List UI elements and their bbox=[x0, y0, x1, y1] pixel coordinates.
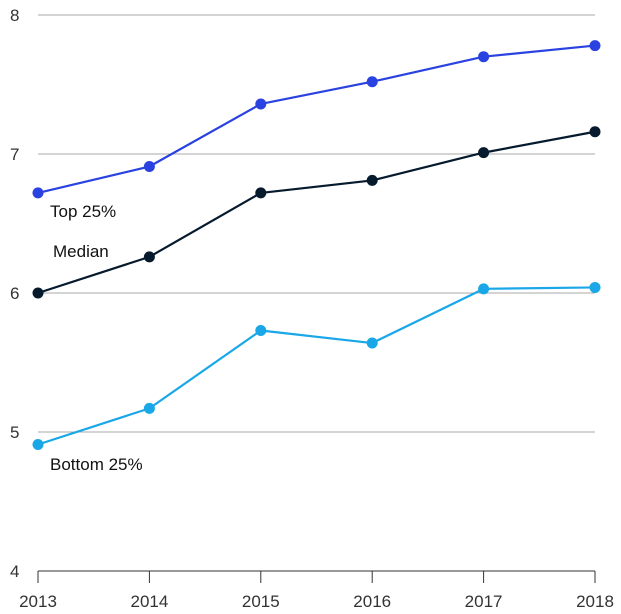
x-tick-label-2014: 2014 bbox=[130, 592, 168, 611]
data-point-median-2016 bbox=[366, 174, 378, 186]
y-axis-tick-labels: 4 5 6 7 8 bbox=[10, 6, 19, 581]
series-label-bottom-25: Bottom 25% bbox=[50, 455, 143, 474]
y-tick-label-5: 5 bbox=[10, 423, 19, 442]
data-point-bottom-25-2018 bbox=[589, 281, 601, 293]
y-tick-label-4: 4 bbox=[10, 562, 19, 581]
data-point-median-2017 bbox=[478, 147, 490, 159]
series-label-top-25: Top 25% bbox=[50, 202, 116, 221]
data-point-bottom-25-2015 bbox=[255, 325, 267, 337]
series-label-median: Median bbox=[53, 242, 109, 261]
data-point-median-2013 bbox=[32, 287, 44, 299]
data-point-bottom-25-2013 bbox=[32, 439, 44, 451]
data-point-top-25-2014 bbox=[143, 161, 155, 173]
y-tick-label-7: 7 bbox=[10, 145, 19, 164]
x-axis: 2013 2014 2015 2016 2017 2018 bbox=[19, 570, 614, 611]
series-group bbox=[32, 40, 601, 451]
data-point-top-25-2016 bbox=[366, 76, 378, 88]
data-point-top-25-2018 bbox=[589, 40, 601, 52]
data-point-median-2014 bbox=[143, 251, 155, 263]
y-tick-label-6: 6 bbox=[10, 284, 19, 303]
data-point-top-25-2015 bbox=[255, 98, 267, 110]
x-tick-label-2013: 2013 bbox=[19, 592, 57, 611]
data-point-bottom-25-2014 bbox=[143, 402, 155, 414]
x-tick-label-2017: 2017 bbox=[465, 592, 503, 611]
data-point-median-2015 bbox=[255, 187, 267, 199]
x-tick-label-2015: 2015 bbox=[242, 592, 280, 611]
x-tick-label-2018: 2018 bbox=[576, 592, 614, 611]
data-point-top-25-2013 bbox=[32, 187, 44, 199]
grid-lines bbox=[38, 14, 595, 433]
data-point-top-25-2017 bbox=[478, 51, 490, 63]
data-point-bottom-25-2017 bbox=[478, 283, 490, 295]
data-point-median-2018 bbox=[589, 126, 601, 138]
series-line-bottom-25 bbox=[37, 286, 596, 446]
data-point-bottom-25-2016 bbox=[366, 337, 378, 349]
series-line-top-25 bbox=[37, 44, 596, 194]
x-tick-label-2016: 2016 bbox=[353, 592, 391, 611]
series-line-median bbox=[37, 130, 596, 295]
series-labels: Top 25% Median Bottom 25% bbox=[50, 202, 143, 474]
y-tick-label-8: 8 bbox=[10, 6, 19, 25]
